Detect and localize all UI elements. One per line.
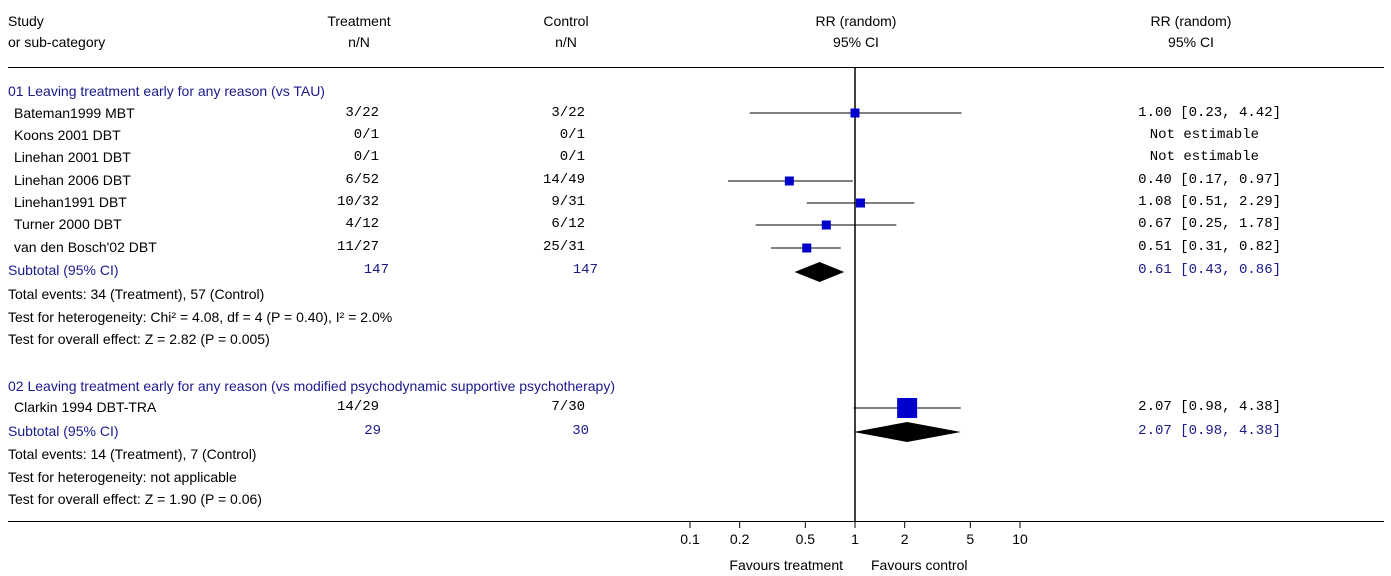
study-name: Turner 2000 DBT [14, 216, 122, 232]
study-ci: 0.67 [0.25, 1.78] [1138, 216, 1281, 232]
header-ci-text: 95% CI [1168, 34, 1214, 50]
header-subcategory: or sub-category [8, 34, 106, 50]
subtotal-treatment: 147 [363, 262, 389, 278]
subtotal-treatment: 29 [364, 423, 381, 439]
total-events: Total events: 14 (Treatment), 7 (Control… [8, 446, 257, 462]
study-control: 9/31 [551, 194, 585, 210]
study-ci: Not estimable [1149, 149, 1259, 165]
subtotal-label: Subtotal (95% CI) [8, 262, 119, 278]
group-title: 01 Leaving treatment early for any reaso… [8, 83, 325, 99]
study-control: 6/12 [551, 216, 585, 232]
header-study: Study [8, 13, 44, 29]
header-ci-plot: 95% CI [833, 34, 879, 50]
heterogeneity-test: Test for heterogeneity: not applicable [8, 469, 237, 485]
header-treatment-nN: n/N [348, 34, 370, 50]
x-tick-label: 2 [900, 531, 909, 547]
study-name: Linehan 2006 DBT [14, 172, 131, 188]
study-ci: 1.00 [0.23, 4.42] [1138, 105, 1281, 121]
study-name: Clarkin 1994 DBT-TRA [14, 399, 157, 415]
point-estimate-marker [850, 108, 860, 118]
study-ci: Not estimable [1149, 127, 1259, 143]
subtotal-control: 30 [572, 423, 589, 439]
x-tick-label: 0.5 [795, 531, 816, 547]
study-control: 14/49 [542, 172, 585, 188]
footer-divider [8, 521, 1384, 522]
header-rr-plot: RR (random) [815, 13, 897, 29]
study-control: 0/1 [559, 127, 585, 143]
study-treatment: 4/12 [345, 216, 379, 232]
study-control: 25/31 [542, 239, 585, 255]
subtotal-ci: 2.07 [0.98, 4.38] [1138, 423, 1281, 439]
study-control: 7/30 [551, 399, 585, 415]
heterogeneity-test: Test for heterogeneity: Chi² = 4.08, df … [8, 309, 393, 325]
study-ci: 0.51 [0.31, 0.82] [1138, 239, 1281, 255]
subtotal-control: 147 [572, 262, 598, 278]
study-control: 3/22 [551, 105, 585, 121]
x-tick-label: 0.2 [729, 531, 750, 547]
study-treatment: 3/22 [345, 105, 379, 121]
point-estimate-marker [856, 198, 866, 208]
total-events: Total events: 34 (Treatment), 57 (Contro… [8, 286, 265, 302]
x-tick-label: 1 [851, 531, 859, 547]
favours-control-label: Favours control [871, 557, 968, 573]
study-name: Linehan1991 DBT [14, 194, 127, 210]
point-estimate-marker [784, 176, 794, 186]
header-divider [8, 67, 1384, 68]
header-treatment: Treatment [327, 13, 391, 29]
favours-treatment-label: Favours treatment [729, 557, 843, 573]
study-ci: 1.08 [0.51, 2.29] [1138, 194, 1281, 210]
x-tick-label: 5 [966, 531, 975, 547]
subtotal-label: Subtotal (95% CI) [8, 423, 119, 439]
header-control: Control [543, 13, 589, 29]
study-treatment: 14/29 [336, 399, 379, 415]
study-treatment: 10/32 [336, 194, 379, 210]
group-title: 02 Leaving treatment early for any reaso… [8, 378, 615, 394]
study-name: van den Bosch'02 DBT [14, 239, 157, 255]
point-estimate-marker [897, 398, 918, 418]
x-tick-label: 0.1 [680, 531, 700, 547]
header-control-nN: n/N [555, 34, 577, 50]
study-treatment: 0/1 [353, 149, 379, 165]
study-ci: 2.07 [0.98, 4.38] [1138, 399, 1281, 415]
study-control: 0/1 [559, 149, 585, 165]
study-treatment: 6/52 [345, 172, 379, 188]
x-tick-label: 10 [1012, 531, 1028, 547]
point-estimate-marker [821, 220, 831, 230]
point-estimate-marker [802, 243, 812, 253]
overall-effect-test: Test for overall effect: Z = 1.90 (P = 0… [8, 491, 262, 507]
subtotal-diamond [853, 422, 961, 442]
study-name: Bateman1999 MBT [14, 105, 135, 121]
header-rr-text: RR (random) [1150, 13, 1232, 29]
study-name: Linehan 2001 DBT [14, 149, 131, 165]
overall-effect-test: Test for overall effect: Z = 2.82 (P = 0… [8, 331, 270, 347]
subtotal-ci: 0.61 [0.43, 0.86] [1138, 262, 1281, 278]
study-treatment: 0/1 [353, 127, 379, 143]
subtotal-diamond [794, 262, 845, 282]
study-ci: 0.40 [0.17, 0.97] [1138, 172, 1281, 188]
study-treatment: 11/27 [336, 239, 379, 255]
study-name: Koons 2001 DBT [14, 127, 121, 143]
